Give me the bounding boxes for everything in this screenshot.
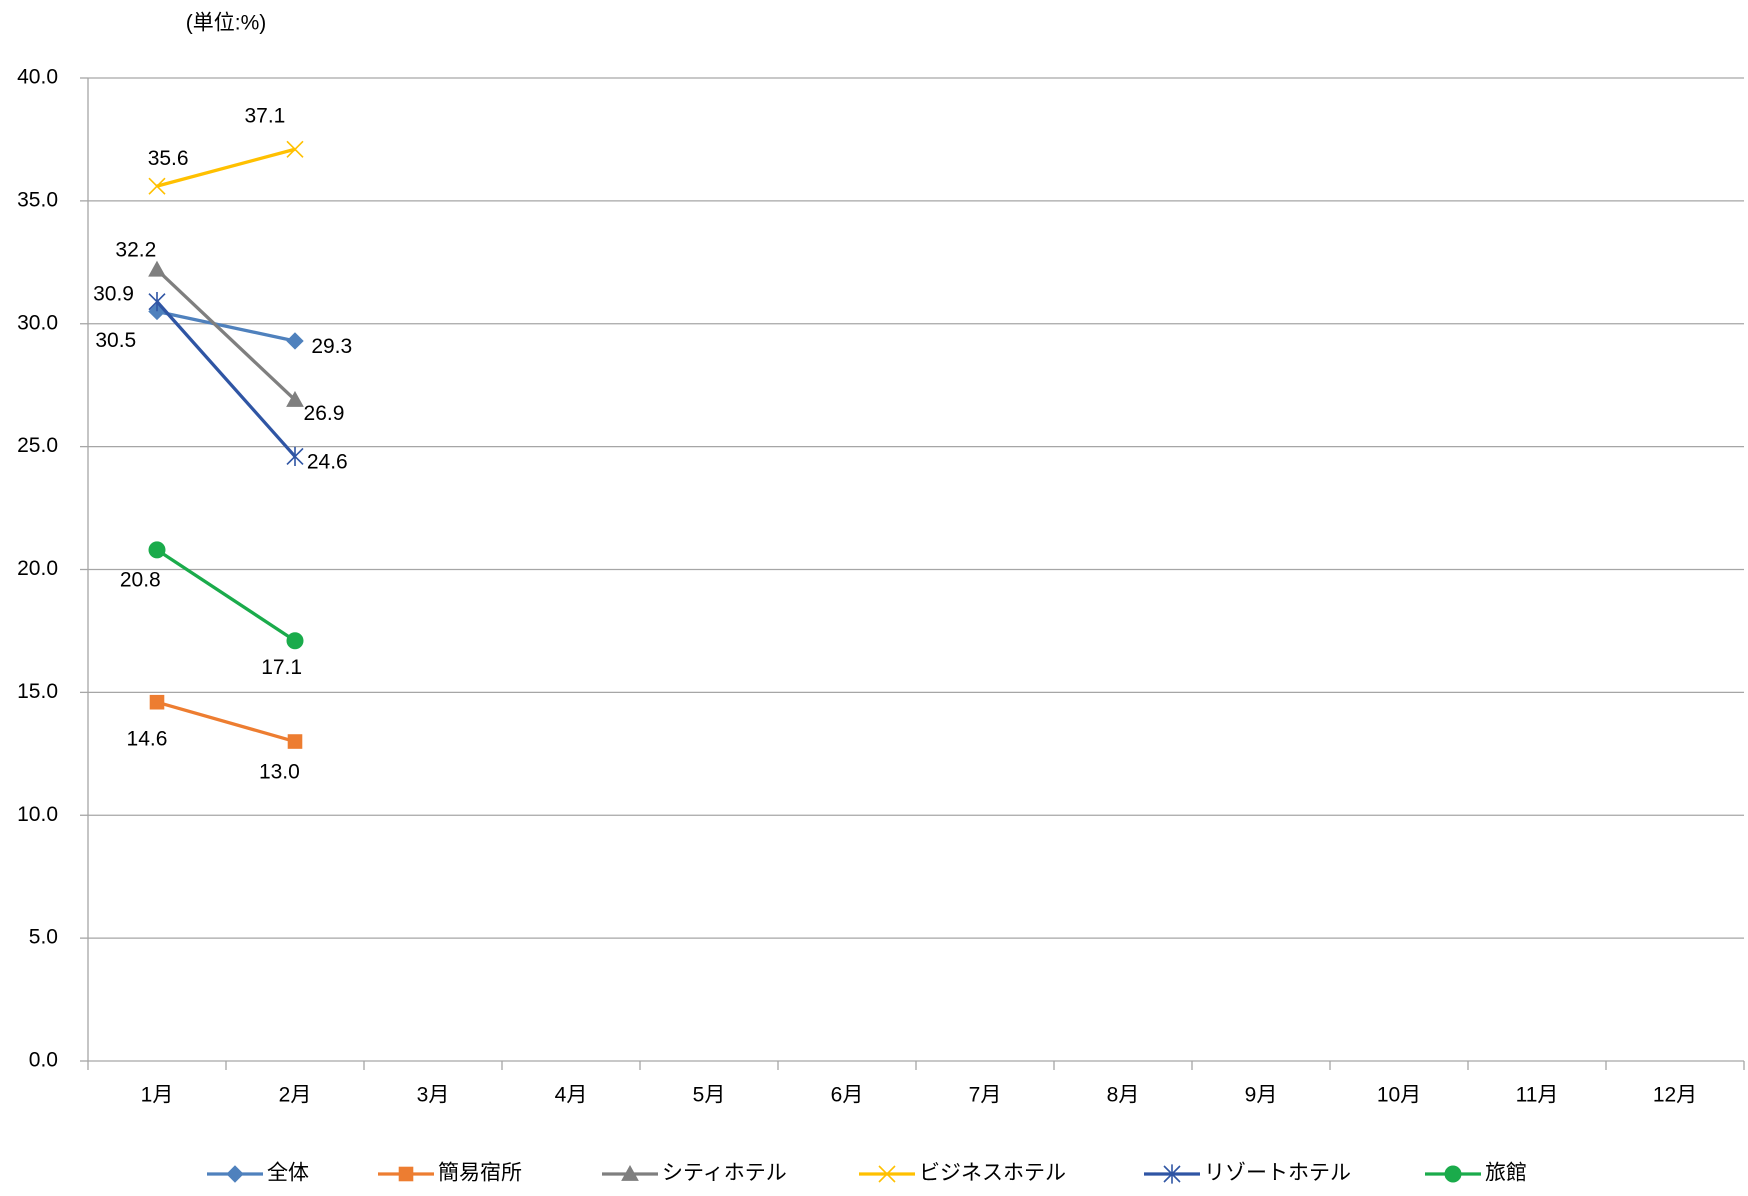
series-line [155,300,297,458]
x-tick-label: 12月 [1653,1084,1697,1107]
x-tick-label: 4月 [555,1084,588,1107]
data-point [149,694,165,710]
y-tick-label: 20.0 [17,557,58,580]
legend-marker [226,1165,244,1183]
series-line [156,309,296,343]
legend-label: 旅館 [1485,1162,1527,1185]
data-label: 29.3 [311,335,352,358]
x-tick-label: 8月 [1107,1084,1140,1107]
y-tick-label: 15.0 [17,680,58,703]
legend-label: シティホテル [662,1162,787,1185]
y-tick-label: 30.0 [17,311,58,334]
legend-marker [398,1166,414,1182]
data-label: 14.6 [127,728,168,751]
legend-marker [1163,1164,1181,1184]
data-point [286,390,304,407]
data-label: 35.6 [148,147,189,170]
x-tick-label: 7月 [969,1084,1002,1107]
x-tick-label: 9月 [1245,1084,1278,1107]
data-label: 30.9 [93,282,134,305]
series-line [156,548,296,643]
x-tick-label: 11月 [1516,1084,1559,1107]
legend-marker [1444,1165,1462,1183]
series-line [155,268,297,402]
legend-label: リゾートホテル [1204,1162,1351,1185]
y-tick-label: 10.0 [17,803,58,826]
series-line [156,147,296,188]
data-point [286,332,304,350]
x-tick-label: 3月 [417,1084,450,1107]
legend-label: 全体 [267,1162,309,1185]
data-point [148,541,166,559]
legend-marker [878,1165,896,1183]
data-point [148,292,166,312]
data-label: 26.9 [304,402,345,425]
legend-label: ビジネスホテル [919,1162,1066,1185]
y-tick-label: 25.0 [17,434,58,457]
data-label: 20.8 [120,569,161,592]
data-point [286,632,304,650]
data-point [286,446,304,467]
data-point [286,140,304,158]
data-label: 32.2 [115,238,156,261]
x-tick-label: 2月 [279,1084,312,1107]
y-tick-label: 0.0 [29,1049,58,1072]
data-label: 24.6 [307,451,348,474]
series-line [156,700,296,744]
y-tick-label: 35.0 [17,188,58,211]
data-point [148,260,166,277]
y-tick-label: 40.0 [17,66,58,89]
data-label: 17.1 [261,656,302,679]
legend-marker [621,1164,639,1181]
data-point [287,734,303,749]
data-label: 37.1 [244,105,285,128]
x-tick-label: 5月 [693,1084,726,1107]
data-label: 13.0 [259,760,300,783]
data-point [148,177,166,195]
unit-label: (単位:%) [186,12,267,35]
x-tick-label: 6月 [831,1084,864,1107]
x-tick-label: 1月 [141,1084,174,1107]
data-label: 30.5 [95,329,136,352]
legend-label: 簡易宿所 [438,1162,522,1185]
x-tick-label: 10月 [1377,1084,1421,1107]
y-tick-label: 5.0 [29,926,58,949]
